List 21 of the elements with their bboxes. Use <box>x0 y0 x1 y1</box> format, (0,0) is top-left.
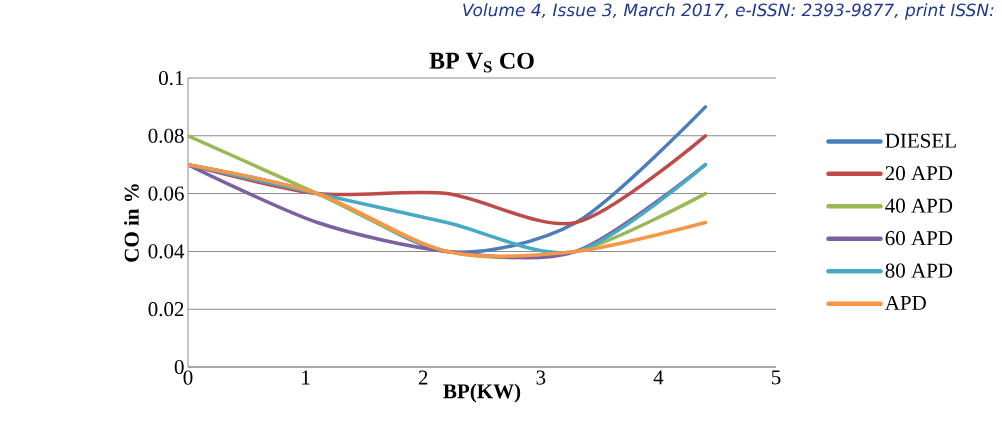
x-axis-title: BP(KW) <box>443 383 521 403</box>
y-tick-label: 0.02 <box>148 302 184 317</box>
y-tick-label: 0.04 <box>148 244 185 259</box>
x-tick-label: 4 <box>653 370 664 385</box>
legend-label: APD <box>884 295 926 310</box>
text: Volume 4, Issue 3, March 2017, e-ISSN: 2393-9877, print ISSN: <box>463 3 994 20</box>
x-tick-label: 2 <box>418 370 428 385</box>
y-tick-label: 0.1 <box>159 70 184 86</box>
x-tick-label: 1 <box>302 370 310 385</box>
y-axis-title: CO in % <box>124 184 139 262</box>
legend-label: 20 APD <box>885 166 953 181</box>
legend-label: 80 APD <box>885 263 953 278</box>
chart-title: BP V$_{S}$ CO <box>429 52 534 73</box>
x-tick-label: 5 <box>771 370 781 385</box>
legend-label: 60 APD <box>885 231 953 246</box>
y-tick-label: 0 <box>174 359 184 375</box>
y-tick-label: 0.06 <box>148 186 184 201</box>
legend-label: 40 APD <box>885 198 953 213</box>
x-tick-label: 3 <box>536 370 546 385</box>
legend-label: DIESEL <box>885 133 956 148</box>
y-tick-label: 0.08 <box>148 128 184 143</box>
